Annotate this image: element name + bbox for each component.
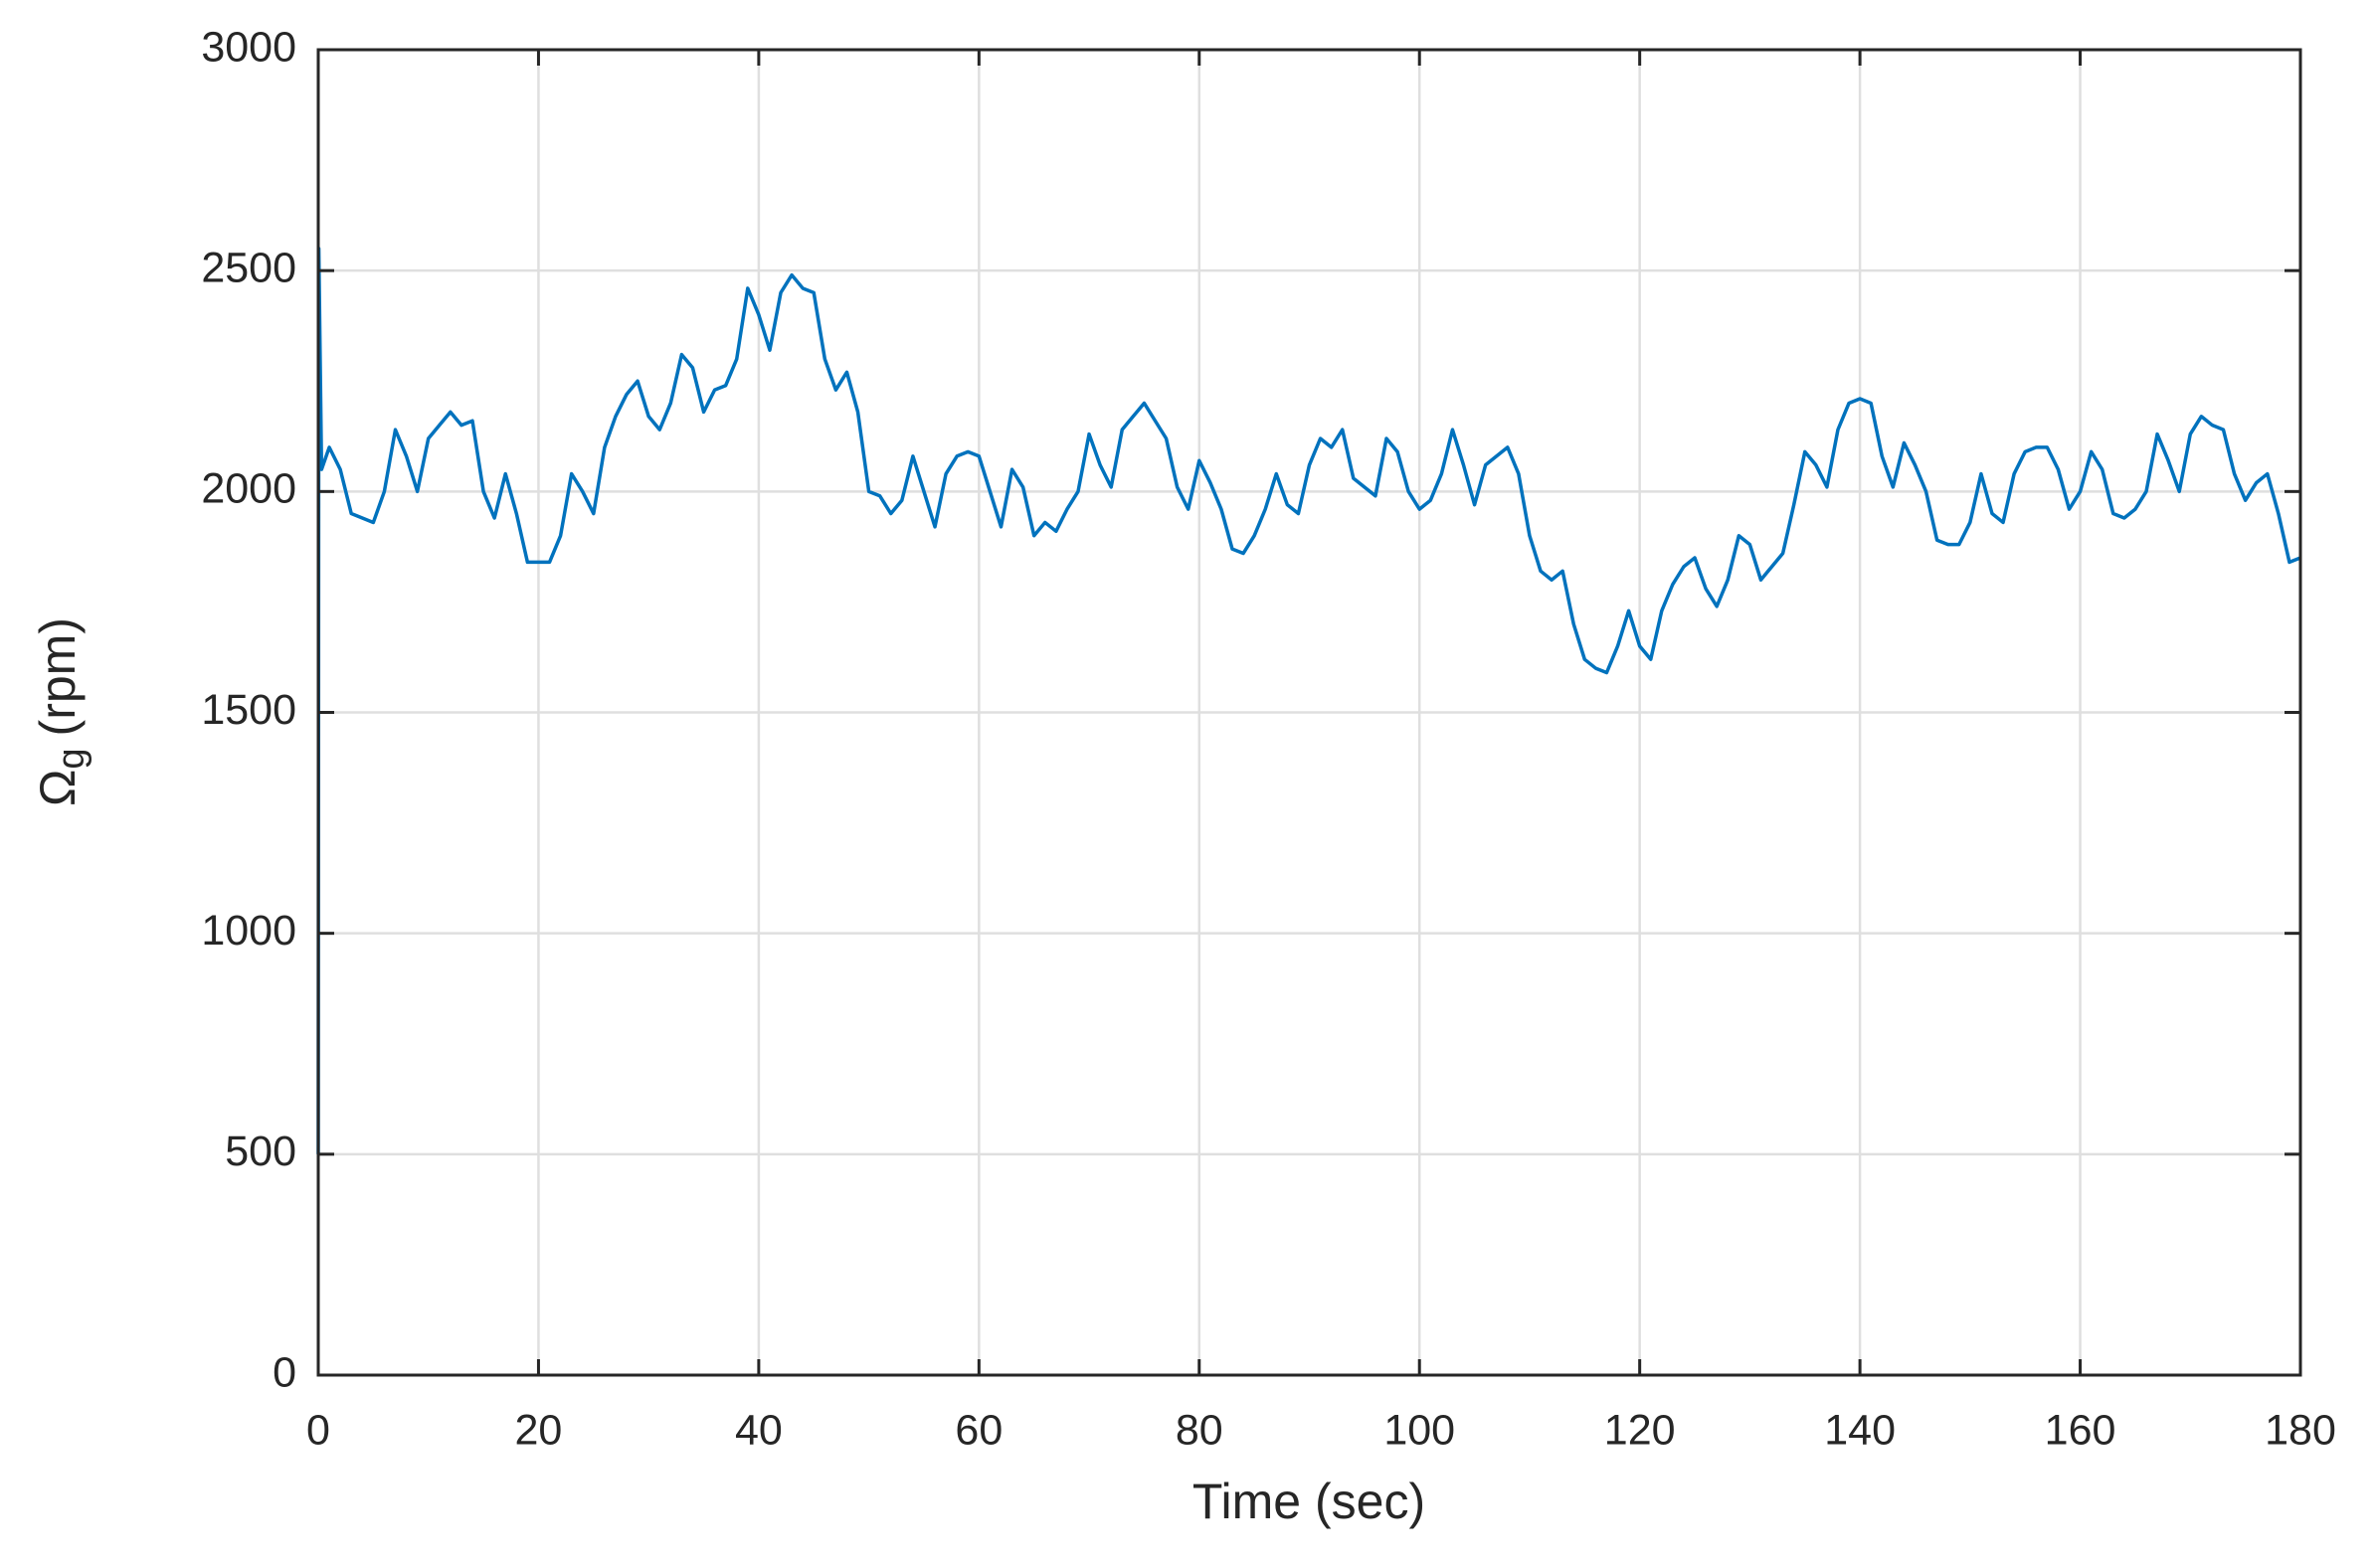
x-tick-label: 80: [1176, 1406, 1223, 1454]
x-tick-label: 160: [2045, 1406, 2116, 1454]
x-tick-label: 60: [955, 1406, 1003, 1454]
y-label-unit: (rpm): [30, 617, 86, 736]
y-axis-label: Ωg (rpm): [30, 617, 92, 806]
x-tick-label: 120: [1604, 1406, 1676, 1454]
y-tick-label: 1500: [201, 686, 296, 734]
y-tick-label: 500: [225, 1128, 296, 1175]
x-tick-label: 180: [2265, 1406, 2336, 1454]
y-label-subscript: g: [51, 748, 92, 769]
x-tick-label: 40: [735, 1406, 783, 1454]
x-tick-label: 140: [1824, 1406, 1896, 1454]
x-tick-label: 0: [306, 1406, 330, 1454]
x-axis-label: Time (sec): [1192, 1474, 1425, 1529]
y-tick-label: 2500: [201, 245, 296, 292]
x-tick-label: 20: [515, 1406, 563, 1454]
y-tick-label: 3000: [201, 23, 296, 71]
y-tick-label: 2000: [201, 465, 296, 513]
y-tick-label: 1000: [201, 907, 296, 955]
y-label-symbol: Ω: [30, 770, 86, 806]
y-tick-label: 0: [273, 1348, 296, 1396]
x-tick-label: 100: [1383, 1406, 1455, 1454]
data-line: [316, 247, 2301, 1154]
